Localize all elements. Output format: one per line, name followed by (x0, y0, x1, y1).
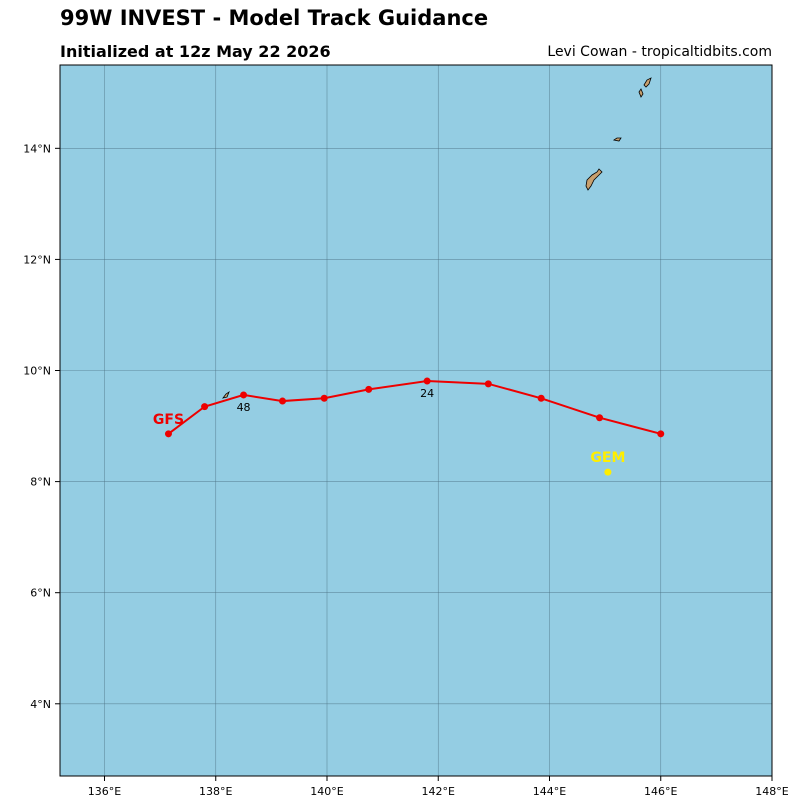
ocean-background (60, 65, 772, 776)
lat-tick-label: 6°N (30, 587, 51, 600)
lat-tick-label: 12°N (23, 253, 51, 266)
island-rota (612, 137, 622, 142)
map-title: 99W INVEST - Model Track Guidance (60, 6, 489, 30)
lon-tick-label: 140°E (310, 785, 343, 798)
lon-tick-label: 136°E (88, 785, 121, 798)
lat-tick-label: 4°N (30, 698, 51, 711)
map-subtitle: Initialized at 12z May 22 2026 (60, 42, 331, 61)
track-point (657, 430, 665, 438)
track-point (604, 468, 612, 476)
island-guam (585, 168, 603, 191)
forecast-hour-label: 24 (420, 387, 434, 400)
graticule (60, 65, 772, 776)
lat-tick-label: 8°N (30, 476, 51, 489)
island-saipan (643, 77, 652, 88)
lon-tick-label: 148°E (755, 785, 788, 798)
track-point (423, 377, 431, 385)
track-point (484, 380, 492, 388)
lon-tick-label: 142°E (422, 785, 455, 798)
track-point (164, 430, 172, 438)
lon-tick-label: 138°E (199, 785, 232, 798)
track-point (240, 391, 248, 399)
axis-ticks: 136°E 138°E 140°E 142°E 144°E 146°E 148°E 4°N 6°… (23, 142, 789, 798)
lon-tick-label: 146°E (644, 785, 677, 798)
track-point (537, 394, 545, 402)
land-masses (222, 77, 652, 399)
track-point (596, 414, 604, 422)
lat-tick-label: 10°N (23, 365, 51, 378)
map-frame (59, 64, 773, 777)
lon-tick-label: 144°E (533, 785, 566, 798)
map-credit: Levi Cowan - tropicaltidbits.com (547, 44, 772, 60)
model-label-gem: GEM (590, 450, 625, 466)
track-point (365, 385, 373, 393)
model-tracks: GFS 24 48 GEM (153, 377, 665, 476)
track-point (320, 394, 328, 402)
track-point (279, 397, 286, 405)
island-ngulu (222, 390, 230, 399)
model-label-gfs: GFS (153, 412, 184, 428)
lat-tick-label: 14°N (23, 142, 51, 155)
island-tinian (638, 88, 644, 98)
forecast-hour-label: 48 (237, 401, 251, 414)
track-point (201, 403, 209, 411)
